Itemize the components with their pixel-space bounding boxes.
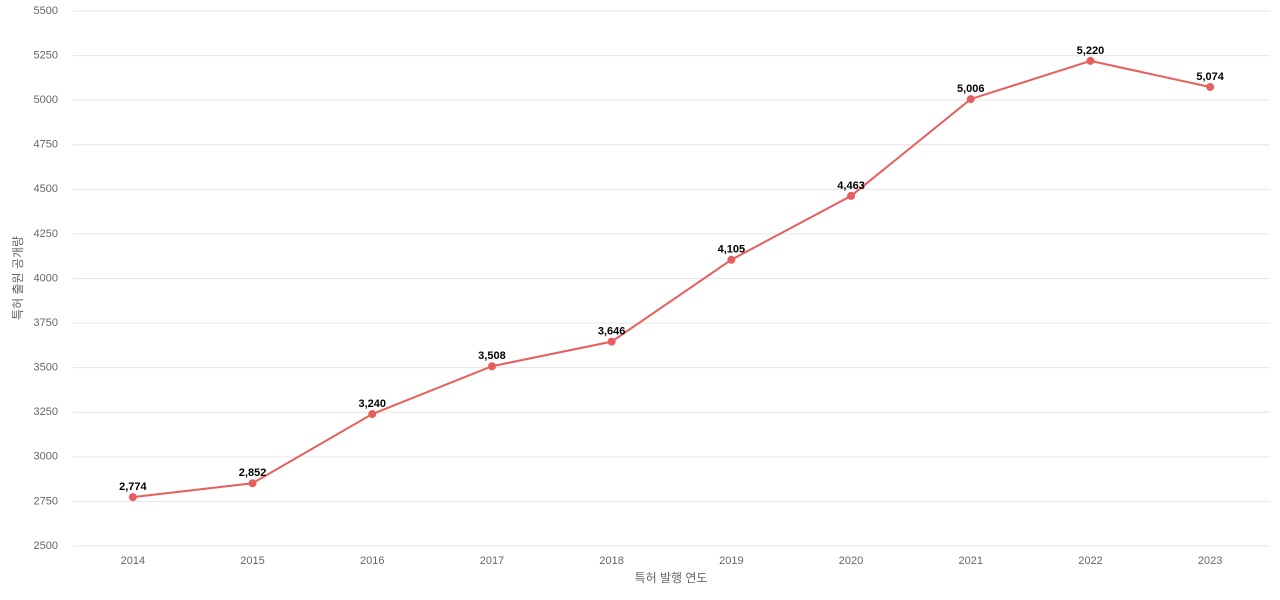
y-tick-label: 2500 xyxy=(34,540,58,552)
y-tick-label: 3750 xyxy=(34,317,58,329)
y-tick-label: 4750 xyxy=(34,139,58,151)
x-tick-label: 2017 xyxy=(480,555,504,567)
data-point xyxy=(847,191,856,200)
y-tick-label: 3000 xyxy=(34,451,58,463)
data-point xyxy=(248,479,257,488)
value-label: 5,220 xyxy=(1077,45,1105,57)
data-point xyxy=(128,493,137,502)
value-label: 5,074 xyxy=(1196,71,1224,83)
x-tick-label: 2016 xyxy=(360,555,384,567)
data-point xyxy=(1206,82,1215,91)
value-label: 5,006 xyxy=(957,83,985,95)
value-label: 3,508 xyxy=(478,350,506,362)
data-point xyxy=(727,255,736,264)
y-tick-label: 5250 xyxy=(34,49,58,61)
y-tick-label: 5500 xyxy=(34,5,58,17)
x-tick-label: 2020 xyxy=(839,555,863,567)
x-tick-label: 2014 xyxy=(121,555,145,567)
data-point xyxy=(966,95,975,104)
x-tick-label: 2015 xyxy=(240,555,264,567)
y-tick-label: 2750 xyxy=(34,495,58,507)
value-label: 3,646 xyxy=(598,326,626,338)
x-tick-label: 2018 xyxy=(599,555,623,567)
y-tick-label: 4500 xyxy=(34,183,58,195)
x-tick-label: 2022 xyxy=(1078,555,1102,567)
data-point xyxy=(1086,56,1095,65)
value-label: 4,105 xyxy=(718,244,746,256)
data-point xyxy=(607,337,616,346)
y-tick-label: 5000 xyxy=(34,94,58,106)
y-tick-label: 3500 xyxy=(34,362,58,374)
data-point xyxy=(487,362,496,371)
data-point xyxy=(368,410,377,419)
value-label: 4,463 xyxy=(837,180,865,192)
value-label: 3,240 xyxy=(358,398,386,410)
value-label: 2,774 xyxy=(119,481,147,493)
x-tick-label: 2021 xyxy=(959,555,983,567)
x-tick-label: 2023 xyxy=(1198,555,1222,567)
y-tick-label: 4250 xyxy=(34,228,58,240)
x-tick-label: 2019 xyxy=(719,555,743,567)
y-tick-label: 3250 xyxy=(34,406,58,418)
value-label: 2,852 xyxy=(239,467,267,479)
data-line xyxy=(132,59,1211,499)
y-tick-label: 4000 xyxy=(34,272,58,284)
x-axis-label: 특허 발행 연도 xyxy=(635,570,708,585)
y-axis-label: 특허 출원 공개량 xyxy=(11,236,25,320)
